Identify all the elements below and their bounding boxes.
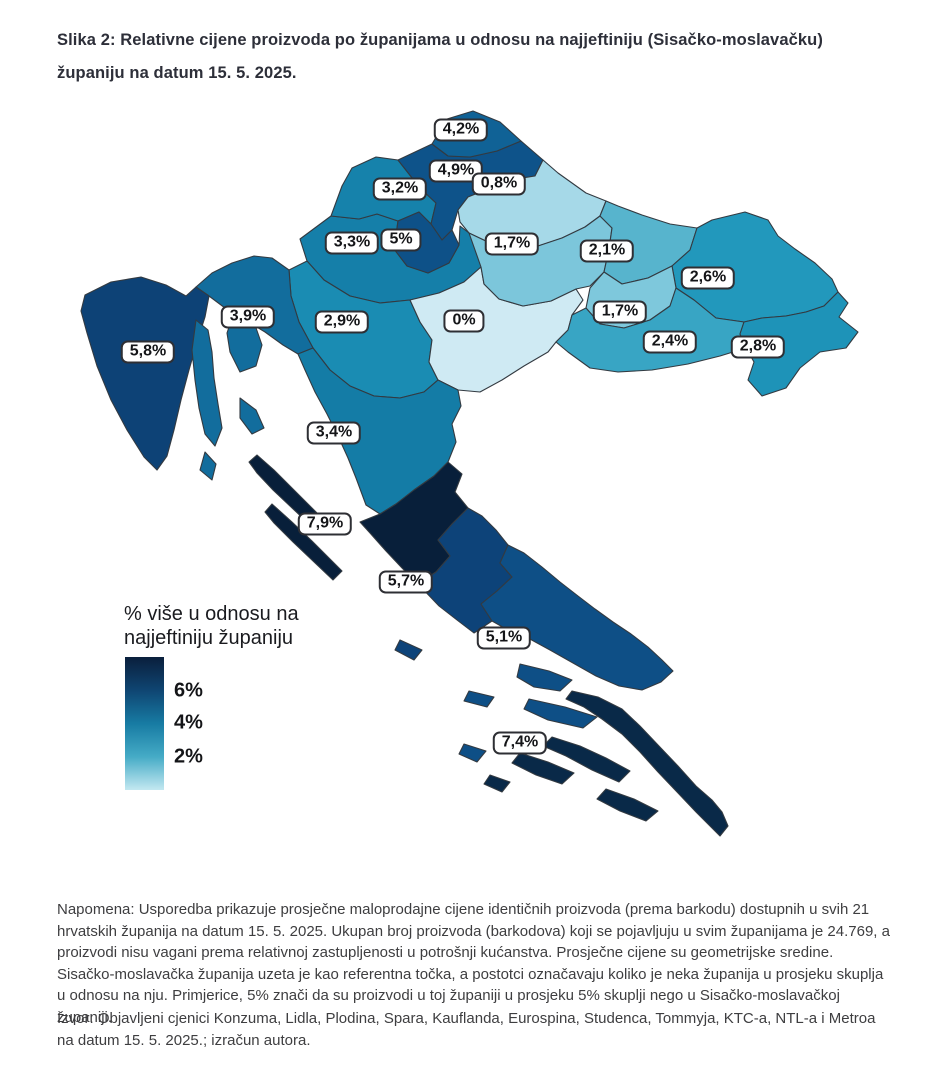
value-label-vukovarsko-srijemska: 2,8% bbox=[730, 335, 786, 359]
value-label-grad-zagreb: 5% bbox=[380, 228, 422, 252]
value-label-pozesko-slavonska: 1,7% bbox=[592, 300, 648, 324]
value-label-karlovacka: 2,9% bbox=[314, 310, 370, 334]
legend-tick-4: 4% bbox=[174, 711, 203, 734]
region-vukovarsko-srijemska bbox=[739, 291, 859, 397]
value-label-osjecko-baranjska: 2,6% bbox=[680, 266, 736, 290]
value-label-varazdinska: 4,9% bbox=[428, 159, 484, 183]
figure-title: Slika 2: Relativne cijene proizvoda po ž… bbox=[57, 31, 823, 82]
value-label-primorsko-goranska: 3,9% bbox=[220, 305, 276, 329]
note-izvor: Izvor: Objavljeni cjenici Konzuma, Lidla… bbox=[57, 1010, 876, 1049]
value-label-brodsko-posavska: 2,4% bbox=[642, 330, 698, 354]
region-dubrovacko-neretvanska bbox=[565, 690, 729, 837]
island-murter bbox=[394, 639, 423, 661]
island-cres bbox=[191, 319, 223, 447]
island-korcula bbox=[511, 752, 575, 785]
island-mljet bbox=[596, 788, 659, 822]
island-vis bbox=[458, 743, 487, 763]
region-splitsko-dalmatinska bbox=[480, 544, 674, 691]
legend-title: % više u odnosu na najjeftiniju županiju bbox=[124, 603, 299, 649]
island-rab bbox=[239, 397, 265, 435]
island-lastovo bbox=[483, 774, 511, 793]
note-napomena: Napomena: Usporedba prikazuje prosječne … bbox=[57, 901, 890, 1026]
value-label-dubrovacko-neretvanska: 7,4% bbox=[492, 731, 548, 755]
value-label-istarska: 5,8% bbox=[120, 340, 176, 364]
island-hvar bbox=[523, 698, 598, 729]
value-label-zagrebacka: 3,3% bbox=[324, 231, 380, 255]
value-label-krapinsko-zagorska: 3,2% bbox=[372, 177, 428, 201]
legend-gradient-bar bbox=[125, 657, 164, 790]
island-brac bbox=[516, 663, 573, 692]
legend-tick-6: 6% bbox=[174, 679, 203, 702]
value-label-bjelovarsko-bilogorska: 1,7% bbox=[484, 232, 540, 256]
value-label-sisacko-moslavacka: 0% bbox=[443, 309, 485, 333]
island-losinj bbox=[199, 451, 217, 481]
island-peljesac bbox=[542, 736, 631, 783]
value-label-splitsko-dalmatinska: 5,1% bbox=[476, 626, 532, 650]
value-label-koprivnicko-krizevacka: 0,8% bbox=[471, 172, 527, 196]
value-label-zadarska: 7,9% bbox=[297, 512, 353, 536]
island-solta bbox=[463, 690, 495, 708]
value-label-sibensko-kninska: 5,7% bbox=[378, 570, 434, 594]
region-istarska bbox=[80, 276, 210, 471]
legend-tick-2: 2% bbox=[174, 745, 203, 768]
value-label-medjimurska: 4,2% bbox=[433, 118, 489, 142]
value-label-licko-senjska: 3,4% bbox=[306, 421, 362, 445]
value-label-viroviticko-podravska: 2,1% bbox=[579, 239, 635, 263]
region-grad-zagreb bbox=[393, 211, 460, 274]
